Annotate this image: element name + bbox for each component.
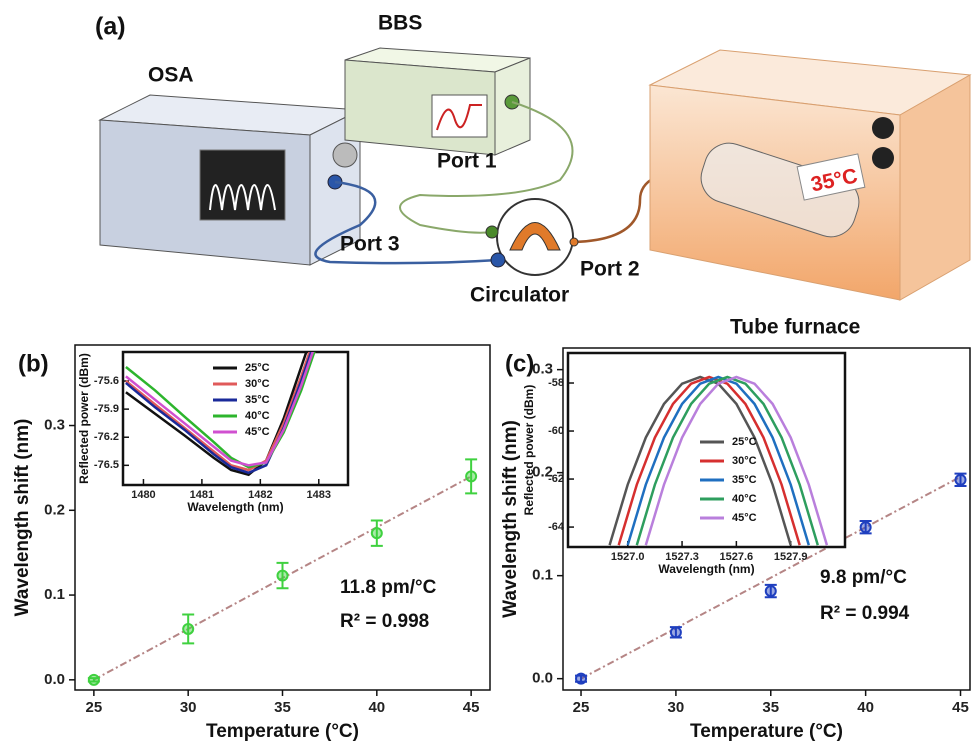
panel-a: (a) BBS OSA Port 1 Port 3 Port 2 Circula… [95, 12, 970, 339]
panel-label: (a) [95, 13, 126, 41]
x-tick-label: 1527.6 [720, 551, 754, 563]
x-tick-label: 45 [952, 699, 969, 716]
circulator-port1 [486, 226, 498, 238]
y-tick-label: -76.5 [94, 459, 119, 471]
legend-label: 45°C [732, 512, 757, 524]
inset-chart: 1527.0 1527.3 1527.6 1527.9 -64 -62 -60 -58 Wave… [522, 353, 845, 576]
legend-label: 25°C [732, 436, 757, 448]
y-tick-label: -58 [548, 377, 564, 389]
port-label: Port 1 [437, 150, 497, 173]
data-point [956, 475, 966, 485]
data-point [466, 471, 476, 481]
y-tick-label: 0.3 [44, 416, 65, 433]
data-point [576, 674, 586, 684]
x-tick-label: 35 [762, 699, 779, 716]
x-tick-label: 25 [86, 699, 103, 716]
osa-knob [333, 143, 357, 167]
annotation: R² = 0.998 [340, 611, 429, 632]
y-tick-label: 0.1 [44, 586, 65, 603]
circulator-body [497, 199, 573, 275]
port-label: Port 2 [580, 258, 640, 281]
y-tick-label: 0.0 [44, 671, 65, 688]
annotation: 11.8 pm/°C [340, 577, 437, 598]
x-tick-label: 1527.9 [774, 551, 808, 563]
x-axis-label: Temperature (°C) [206, 721, 359, 742]
x-tick-label: 1527.0 [611, 551, 645, 563]
data-point [183, 624, 193, 634]
data-point [671, 627, 681, 637]
y-tick-label: 0.3 [532, 361, 553, 378]
panel-label: (b) [18, 350, 49, 377]
osa-label: OSA [148, 64, 194, 87]
x-tick-label: 30 [180, 699, 197, 716]
x-axis-label: Wavelength (nm) [187, 500, 283, 514]
legend-label: 30°C [245, 378, 270, 390]
annotation: R² = 0.994 [820, 603, 910, 624]
legend-label: 25°C [245, 362, 270, 374]
x-tick-label: 45 [463, 699, 480, 716]
circulator-port2 [570, 238, 578, 246]
legend-label: 45°C [245, 426, 270, 438]
furnace-label: Tube furnace [730, 316, 860, 339]
x-tick-label: 1483 [307, 489, 331, 501]
legend-label: 40°C [732, 493, 757, 505]
x-tick-label: 30 [668, 699, 685, 716]
y-axis-label: Reflected power (dBm) [522, 385, 536, 516]
annotation: 9.8 pm/°C [820, 567, 907, 588]
y-tick-label: -60 [548, 425, 564, 437]
y-axis-label: Wavelength shift (nm) [500, 420, 521, 618]
x-tick-label: 1527.3 [665, 551, 699, 563]
x-tick-label: 40 [368, 699, 385, 716]
y-tick-label: -64 [548, 521, 565, 533]
bbs-screen [432, 95, 487, 137]
x-tick-label: 1480 [131, 489, 155, 501]
legend-label: 30°C [732, 455, 757, 467]
data-point [766, 586, 776, 596]
plot-frame [123, 352, 348, 485]
x-tick-label: 1481 [190, 489, 214, 501]
y-axis-label: Wavelength shift (nm) [12, 419, 33, 617]
circulator-port3 [491, 253, 505, 267]
x-axis-label: Temperature (°C) [690, 721, 843, 742]
x-tick-label: 35 [274, 699, 291, 716]
legend-label: 40°C [245, 410, 270, 422]
legend-label: 35°C [245, 394, 270, 406]
y-tick-label: 0.1 [532, 567, 553, 584]
y-tick-label: 0.0 [532, 670, 553, 687]
y-tick-label: 0.2 [44, 501, 65, 518]
x-axis-label: Wavelength (nm) [658, 562, 754, 576]
bbs-port [505, 95, 519, 109]
y-tick-label: -62 [548, 473, 564, 485]
furnace-front [900, 75, 970, 300]
y-tick-label: -76.2 [94, 431, 119, 443]
furnace-knob [872, 147, 894, 169]
bbs-label: BBS [378, 12, 422, 35]
y-tick-label: -75.6 [94, 375, 119, 387]
data-point [372, 528, 382, 538]
panel-label: (c) [505, 350, 534, 377]
furnace-knob [872, 117, 894, 139]
data-point [278, 571, 288, 581]
data-point [89, 675, 99, 685]
port-label: Port 3 [340, 233, 400, 256]
x-tick-label: 40 [857, 699, 874, 716]
y-tick-label: -75.9 [94, 403, 119, 415]
y-axis-label: Reflected power (dBm) [77, 353, 91, 484]
figure: (a) BBS OSA Port 1 Port 3 Port 2 Circula… [0, 0, 973, 743]
x-tick-label: 25 [573, 699, 590, 716]
x-tick-label: 1482 [248, 489, 272, 501]
legend-label: 35°C [732, 474, 757, 486]
circulator-label: Circulator [470, 284, 569, 307]
data-point [861, 522, 871, 532]
